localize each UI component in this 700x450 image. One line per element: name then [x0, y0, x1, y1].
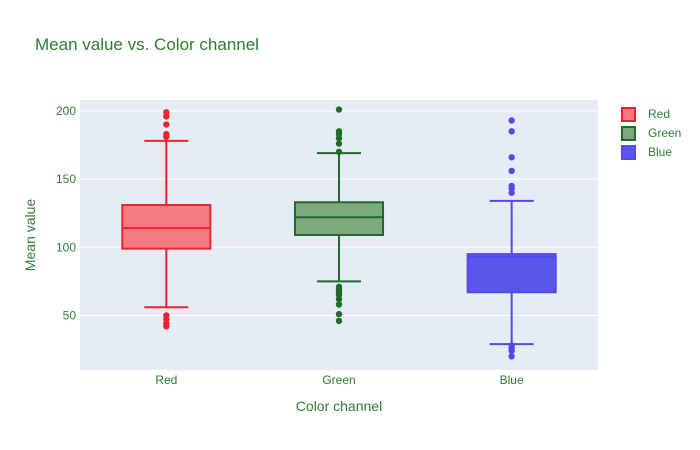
legend-swatch [621, 107, 636, 122]
box-red [121, 109, 212, 330]
legend-label: Green [648, 126, 681, 140]
iqr-box [121, 204, 212, 250]
y-tick-label: 200 [56, 104, 76, 118]
chart-title: Mean value vs. Color channel [35, 35, 259, 54]
outlier-point [163, 312, 170, 319]
legend-label: Red [648, 107, 670, 121]
x-axis-ticks: Red Green Blue [155, 373, 524, 387]
outlier-point [163, 121, 170, 128]
outlier-point [335, 310, 343, 318]
x-tick-label: Green [322, 373, 355, 387]
outlier-point [335, 283, 343, 291]
iqr-box [466, 253, 557, 294]
outlier-point [508, 128, 515, 135]
outlier-point [335, 317, 343, 325]
outlier-point [335, 128, 343, 135]
y-tick-label: 100 [56, 240, 76, 254]
outlier-point [508, 182, 515, 190]
y-axis-ticks: 50 100 150 200 [56, 104, 76, 323]
outlier-point [163, 130, 170, 138]
outlier-point [335, 106, 343, 113]
y-tick-label: 150 [56, 172, 76, 186]
plot-area [80, 100, 598, 370]
legend-swatch [621, 126, 636, 141]
legend-item-blue: Blue [621, 145, 672, 160]
outlier-point [335, 148, 343, 156]
iqr-box [293, 201, 385, 236]
box-green [293, 106, 385, 325]
outlier-point [163, 109, 170, 116]
legend-swatch [621, 145, 636, 160]
box-blue [466, 117, 557, 360]
outlier-point [508, 353, 515, 360]
y-tick-label: 50 [63, 308, 77, 322]
x-axis-title: Color channel [296, 398, 382, 414]
outlier-point [335, 301, 343, 308]
outlier-point [508, 342, 515, 349]
outlier-point [335, 140, 343, 147]
outlier-point [508, 154, 515, 161]
outlier-point [508, 167, 515, 175]
x-tick-label: Blue [500, 373, 524, 387]
y-axis-title: Mean value [22, 199, 38, 272]
box-series-group [121, 106, 557, 360]
legend-item-green: Green [621, 126, 681, 141]
legend-item-red: Red [621, 107, 670, 122]
legend: Red Green Blue [621, 107, 681, 160]
outlier-point [508, 117, 515, 124]
legend-label: Blue [648, 145, 672, 159]
x-tick-label: Red [155, 373, 177, 387]
